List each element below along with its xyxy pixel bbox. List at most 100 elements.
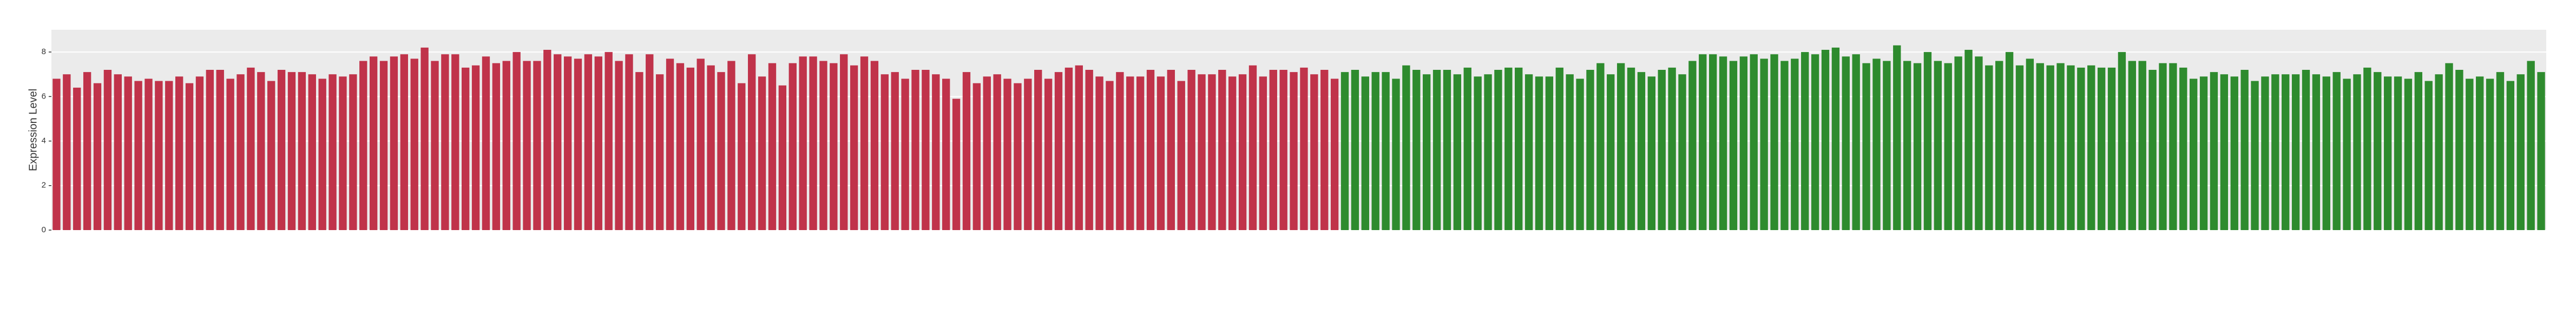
bar [1647,76,1656,231]
bar [666,58,674,230]
bar [1198,74,1206,230]
bar [2302,70,2310,230]
bar [2516,74,2525,230]
bar [2261,76,2269,231]
bar [349,74,357,230]
bar [1842,56,1850,230]
bar [676,63,685,231]
bar [1524,74,1533,230]
bar [1678,74,1686,230]
bar [1310,74,1318,230]
bar [318,78,326,230]
bar [410,58,418,230]
bar [1964,50,1973,230]
bar [2189,78,2198,230]
bar [2537,72,2545,230]
bar [563,56,572,230]
bar [1392,78,1400,230]
bar [114,74,122,230]
bar [226,78,234,230]
y-tick-label: 2 [42,181,46,190]
bar [1146,70,1155,230]
bar [185,83,194,230]
bar [778,85,787,230]
bar [2026,58,2034,230]
bar [1780,61,1789,231]
bar [2476,76,2484,231]
bar [2282,74,2290,230]
bar [2435,74,2443,230]
bar [2332,72,2341,230]
bar [748,54,756,230]
bar [1422,74,1431,230]
bar [799,56,807,230]
bar [880,74,889,230]
bar [1944,63,1952,231]
bar [2148,70,2157,230]
bar [1106,81,1114,231]
bar [2383,76,2392,231]
bar [2527,61,2535,231]
bar [1279,70,1287,230]
bar [1934,61,1942,231]
bar [604,52,613,230]
bar [2322,76,2330,231]
bar [1576,78,1584,230]
bar [543,50,551,230]
bar [574,58,582,230]
bar [1463,67,1471,230]
bar [1903,61,1911,231]
bar [1586,70,1594,230]
bar [451,54,459,230]
y-axis-title: Expression Level [27,89,39,171]
bar [1116,72,1124,230]
bar [932,74,940,230]
bar [1034,70,1042,230]
bar [400,54,409,230]
bar [2251,81,2259,231]
bar [1340,72,1349,230]
bar [615,61,623,231]
bar [1709,54,1717,230]
bar [1637,72,1646,230]
bar [83,72,91,230]
bar [277,70,286,230]
bar [1330,78,1339,230]
bar [2414,72,2423,230]
bar [2230,76,2238,231]
bar [1177,81,1185,231]
bar [911,70,919,230]
bar [1995,61,2003,231]
bar [1085,70,1093,230]
bar [1750,54,1758,230]
bar [2394,76,2402,231]
bar [390,56,398,230]
bar [635,72,643,230]
bar [1453,74,1462,230]
bar [2455,70,2463,230]
bar [124,76,132,231]
bar [93,83,102,230]
bar [462,67,470,230]
bar [1893,45,1901,231]
bar [1535,76,1543,231]
bar [584,54,593,230]
bar [63,74,71,230]
bar [758,76,766,231]
bar [1402,65,1410,231]
bar [1872,58,1881,230]
bar [1811,54,1819,230]
bar [2128,61,2136,231]
y-tick-label: 0 [42,225,46,234]
bar [1320,70,1329,230]
bar [901,78,909,230]
bar [1218,70,1226,230]
bar [1075,65,1083,231]
bar [1361,76,1369,231]
bar [420,47,429,230]
bar [236,74,245,230]
bar [788,63,797,231]
bar [155,81,163,231]
bar [1515,67,1523,230]
bar [554,54,562,230]
